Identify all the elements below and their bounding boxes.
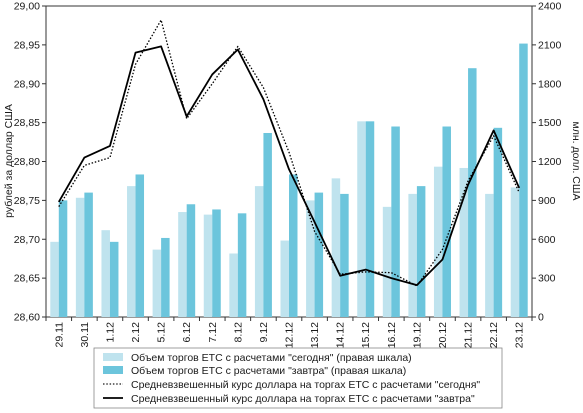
bar-today: [306, 200, 315, 318]
left-axis: 28,60 28,65 28,70 28,75 28,80 28,85 28,90 28,95…: [14, 1, 46, 324]
right-tick-label: 900: [538, 195, 556, 207]
right-tick-label: 2100: [538, 39, 562, 51]
bar-tomorrow: [416, 186, 426, 317]
bar-today: [127, 186, 136, 317]
bar-today: [178, 212, 187, 317]
x-tick-label: 5.12: [156, 322, 168, 343]
x-tick-label: 12.12: [284, 322, 296, 348]
x-tick-label: 14.12: [335, 322, 347, 348]
bar-today: [433, 166, 443, 317]
bars-group: [50, 43, 528, 318]
bar-tomorrow: [161, 237, 170, 317]
bar-today: [510, 187, 520, 317]
x-tick-label: 2.12: [130, 322, 142, 343]
right-tick-label: 1200: [538, 156, 562, 168]
bar-tomorrow: [135, 174, 145, 317]
legend-label-bar-tomorrow: Объем торгов ЕТС с расчетами "завтра" (п…: [131, 365, 406, 377]
x-tick-label: 8.12: [232, 322, 244, 343]
x-tick-label: 21.12: [463, 322, 475, 348]
x-tick-label: 20.12: [437, 322, 449, 348]
bar-tomorrow: [493, 127, 503, 317]
bar-tomorrow: [58, 200, 68, 318]
right-tick-label: 300: [538, 273, 556, 285]
legend-label-line-tomorrow: Средневзвешенный курс доллара на торгах …: [131, 393, 475, 405]
x-tick-label: 19.12: [411, 322, 423, 348]
bar-today: [408, 193, 417, 317]
x-tick-label: 15.12: [360, 322, 372, 348]
right-axis-title: млн. долл. США: [570, 121, 582, 200]
x-tick-label: 16.12: [386, 322, 398, 348]
x-tick-label: 7.12: [207, 322, 219, 343]
x-tick-label: 6.12: [181, 322, 193, 343]
lines-group: [58, 19, 521, 287]
bar-tomorrow: [340, 193, 349, 317]
legend-label-line-today: Средневзвешенный курс доллара на торгах …: [131, 379, 480, 391]
bar-tomorrow: [109, 241, 119, 317]
legend-swatch-bar-today: [103, 353, 123, 361]
x-tick-label: 1.12: [104, 322, 116, 343]
bar-today: [75, 197, 85, 317]
left-tick-label: 28,75: [14, 195, 40, 207]
legend-label-bar-today: Объем торгов ЕТС с расчетами "сегодня" (…: [131, 352, 412, 364]
left-tick-label: 28,65: [14, 273, 40, 285]
left-tick-label: 28,90: [14, 78, 40, 90]
x-axis: 29.11 30.11 1.12 2.12 5.12 6.12 7.12 8.12 9.12 12…: [45, 317, 533, 348]
right-tick-label: 1800: [538, 78, 562, 90]
bar-today: [229, 253, 238, 317]
legend-swatch-bar-tomorrow: [103, 366, 123, 374]
x-tick-label: 9.12: [258, 322, 270, 343]
bar-tomorrow: [442, 126, 451, 317]
bar-today: [50, 241, 59, 317]
left-tick-label: 28,95: [14, 39, 40, 51]
bar-tomorrow: [519, 43, 528, 317]
right-axis: 0 300 600 900 1200 1500 1800 2100 2400: [532, 1, 562, 324]
bar-tomorrow: [314, 192, 324, 317]
bar-tomorrow: [237, 213, 247, 317]
right-tick-label: 1500: [538, 117, 562, 129]
line-series-tomorrow: [58, 45, 521, 287]
bar-tomorrow: [289, 174, 298, 317]
left-axis-title: рублей за доллар США: [3, 104, 15, 218]
left-tick-label: 29,00: [14, 1, 40, 13]
bar-tomorrow: [263, 132, 272, 317]
bar-today: [459, 167, 469, 317]
bar-today: [254, 186, 264, 317]
bar-tomorrow: [391, 126, 400, 317]
left-tick-label: 28,60: [14, 312, 40, 324]
x-tick-label: 23.12: [514, 322, 526, 348]
x-tick-label: 13.12: [309, 322, 321, 348]
right-tick-label: 600: [538, 234, 556, 246]
x-tick-label: 29.11: [53, 322, 65, 348]
bar-tomorrow: [84, 192, 93, 317]
bar-today: [382, 206, 392, 317]
bar-tomorrow: [365, 121, 375, 317]
x-tick-label: 22.12: [488, 322, 500, 348]
x-tick-label: 30.11: [79, 322, 91, 348]
legend: Объем торгов ЕТС с расчетами "сегодня" (…: [93, 347, 503, 409]
bar-today: [101, 230, 110, 317]
left-tick-label: 28,85: [14, 117, 40, 129]
line-series-today: [58, 19, 520, 287]
right-tick-label: 0: [538, 312, 544, 324]
right-tick-label: 2400: [538, 1, 562, 13]
legend-frame: [93, 347, 503, 409]
bar-today: [152, 249, 162, 317]
bar-today: [485, 193, 494, 317]
left-tick-label: 28,70: [14, 234, 40, 246]
left-tick-label: 28,80: [14, 156, 40, 168]
bar-tomorrow: [468, 68, 477, 317]
bar-today: [203, 214, 213, 317]
bar-tomorrow: [212, 209, 221, 317]
bar-today: [357, 121, 366, 317]
bar-today: [331, 178, 341, 317]
bar-today: [280, 240, 289, 317]
bar-tomorrow: [186, 204, 196, 317]
